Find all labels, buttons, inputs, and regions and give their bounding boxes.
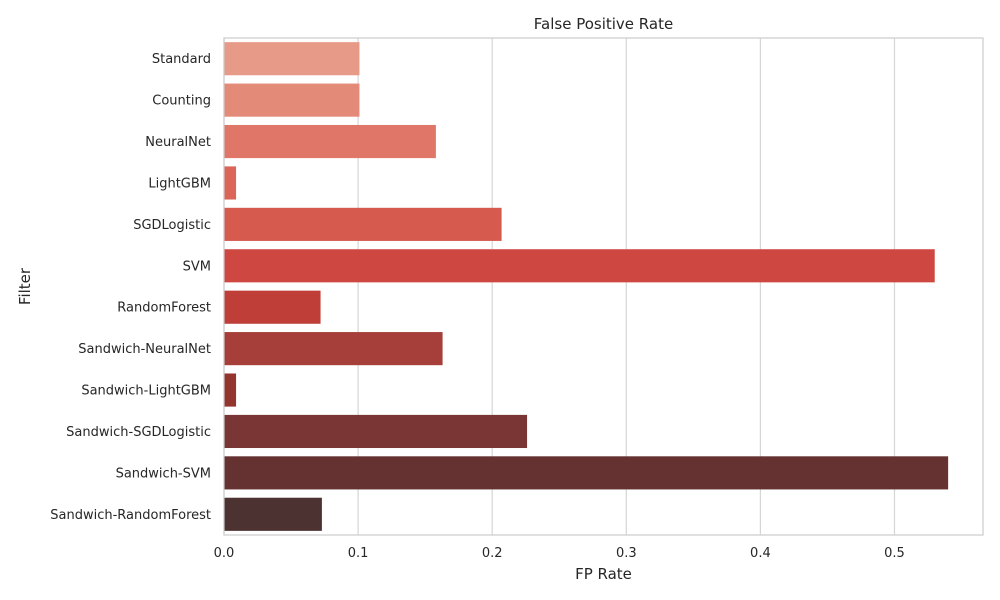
x-tick-labels: 0.0 0.1 0.2 0.3 0.4 0.5 — [214, 546, 905, 561]
y-tick-label: LightGBM — [148, 176, 211, 191]
x-axis-title: FP Rate — [575, 565, 632, 583]
x-tick-label: 0.5 — [884, 546, 905, 561]
y-tick-label: Standard — [152, 52, 211, 67]
bar — [224, 124, 436, 159]
bar — [224, 83, 360, 117]
x-tick-label: 0.4 — [750, 546, 771, 561]
y-tick-label: Sandwich-NeuralNet — [78, 342, 211, 357]
x-tick-label: 0.0 — [214, 546, 235, 561]
bar — [224, 414, 528, 449]
bar — [224, 456, 949, 490]
bar — [224, 42, 360, 76]
y-tick-label: NeuralNet — [145, 135, 211, 150]
y-tick-label: RandomForest — [117, 301, 211, 316]
x-tick-label: 0.2 — [482, 546, 503, 561]
x-tick-label: 0.3 — [616, 546, 637, 561]
bar — [224, 166, 237, 200]
y-tick-label: Sandwich-LightGBM — [81, 384, 211, 399]
y-axis-title: Filter — [16, 267, 34, 305]
x-tick-label: 0.1 — [348, 546, 369, 561]
plot-frame — [223, 37, 984, 536]
bar — [224, 373, 237, 407]
y-tick-label: Counting — [152, 94, 211, 109]
bar — [224, 332, 443, 366]
bar — [224, 207, 502, 241]
y-tick-label: SVM — [183, 259, 211, 274]
y-tick-label: Sandwich-SVM — [116, 466, 211, 481]
bar — [224, 249, 935, 283]
y-tick-label: Sandwich-RandomForest — [50, 508, 211, 523]
y-tick-label: Sandwich-SGDLogistic — [66, 425, 211, 440]
bar — [224, 290, 321, 324]
bars-layer — [224, 42, 949, 531]
y-tick-labels: Standard Counting NeuralNet LightGBM SGDLogi… — [50, 52, 211, 523]
chart-title: False Positive Rate — [534, 15, 673, 33]
y-tick-label: SGDLogistic — [133, 218, 211, 233]
bar — [224, 497, 322, 531]
